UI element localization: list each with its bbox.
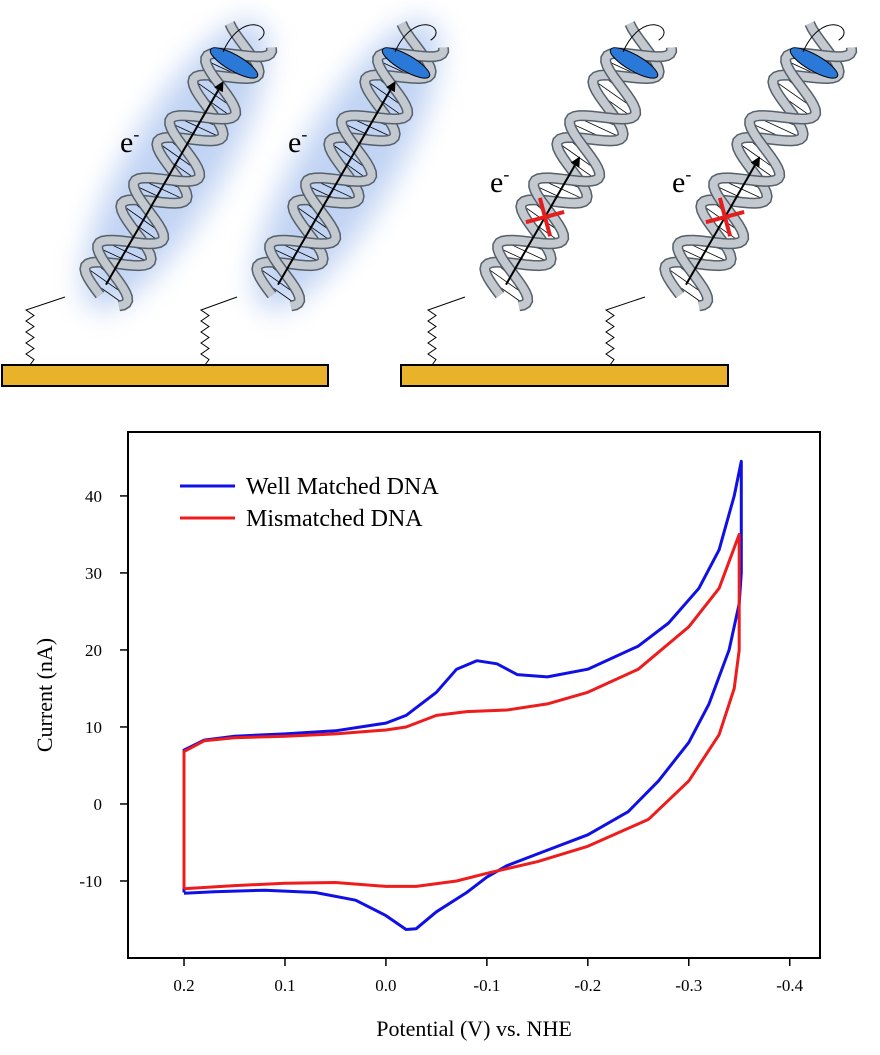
x-tick-label: -0.4: [776, 976, 803, 995]
base-pair: [328, 141, 367, 169]
base-pair: [736, 141, 775, 169]
electron-arrow: [105, 81, 224, 286]
electron-charge: -: [301, 124, 307, 144]
base-pair: [364, 79, 403, 106]
y-tick-label: -10: [79, 872, 102, 891]
electron-label: e-: [672, 164, 691, 199]
y-tick-label: 0: [94, 795, 103, 814]
y-tick-label: 40: [85, 487, 102, 506]
strand: [480, 21, 664, 298]
legend-label: Well Matched DNA: [246, 474, 439, 500]
base-pair: [772, 79, 811, 106]
base-pair: [544, 180, 586, 201]
block-x: [705, 210, 745, 225]
base-pair: [664, 266, 703, 293]
strand: [265, 47, 448, 310]
base-pair: [724, 180, 766, 201]
base-pair: [256, 266, 295, 293]
base-pair: [760, 118, 802, 139]
redox-probe: [609, 47, 659, 79]
strand: [673, 47, 856, 310]
redox-probe: [209, 47, 259, 79]
base-pair: [108, 243, 150, 263]
helix: [659, 21, 858, 312]
probe-linker: [622, 24, 665, 53]
y-axis-title: Current (nA): [32, 638, 57, 752]
electron-label: e-: [490, 164, 509, 199]
plot-frame: [127, 431, 821, 959]
helix: [79, 20, 278, 312]
base-pair: [484, 266, 523, 293]
base-pair: [688, 243, 730, 263]
linker: [24, 296, 66, 366]
strand: [660, 21, 844, 298]
electron-arrow: [685, 156, 760, 286]
x-tick-label: -0.1: [473, 976, 500, 995]
base-pair: [144, 180, 186, 201]
base-pair: [580, 118, 622, 139]
electron-charge: -: [503, 164, 509, 184]
x-tick-label: 0.0: [375, 976, 396, 995]
gold-electrode: [1, 364, 329, 387]
y-tick-label: 30: [85, 564, 102, 583]
strand: [80, 21, 264, 298]
redox-probe: [789, 47, 839, 79]
base-pair: [292, 204, 331, 231]
dna-diagram: e-e-e-e-: [24, 20, 858, 366]
base-pair: [316, 180, 358, 201]
y-tick-label: 10: [85, 718, 102, 737]
base-pair: [280, 243, 322, 263]
redox-probe: [381, 47, 431, 79]
plot: 0.2 0.1 0.0 -0.1 -0.2 -0.3 -0.4 40 30 20 10 0 -10 Wel…: [79, 459, 804, 995]
base-pair: [156, 141, 195, 169]
block-x: [525, 210, 565, 225]
strand: [493, 47, 676, 310]
probe-linker: [222, 24, 265, 53]
x-tick-label: -0.2: [574, 976, 601, 995]
x-axis-title: Potential (V) vs. NHE: [376, 1016, 572, 1041]
gold-electrode: [400, 364, 729, 387]
linker: [199, 296, 238, 366]
electron-arrow: [277, 81, 396, 286]
strand: [93, 47, 276, 310]
electron-charge: -: [685, 164, 691, 184]
base-pair: [508, 243, 550, 263]
base-pair: [180, 118, 222, 139]
strand: [252, 21, 436, 298]
electron-arrow: [505, 156, 580, 286]
x-tick-label: 0.2: [173, 976, 194, 995]
linker: [604, 296, 646, 366]
linker: [426, 296, 466, 366]
helix: [479, 21, 678, 312]
series-line: [182, 532, 741, 891]
base-pair: [352, 118, 394, 139]
base-pair: [84, 266, 123, 293]
base-pair: [556, 141, 595, 169]
base-pair: [120, 204, 159, 231]
probe-linker: [394, 24, 437, 53]
probe-linker: [802, 24, 845, 53]
electron-charge: -: [133, 124, 139, 144]
base-pair: [192, 79, 231, 106]
helix: [251, 20, 450, 312]
legend-label: Mismatched DNA: [246, 506, 423, 532]
y-tick-label: 20: [85, 641, 102, 660]
x-tick-label: -0.3: [675, 976, 702, 995]
x-tick-label: 0.1: [274, 976, 295, 995]
series-line: [182, 459, 743, 931]
base-pair: [592, 79, 631, 106]
